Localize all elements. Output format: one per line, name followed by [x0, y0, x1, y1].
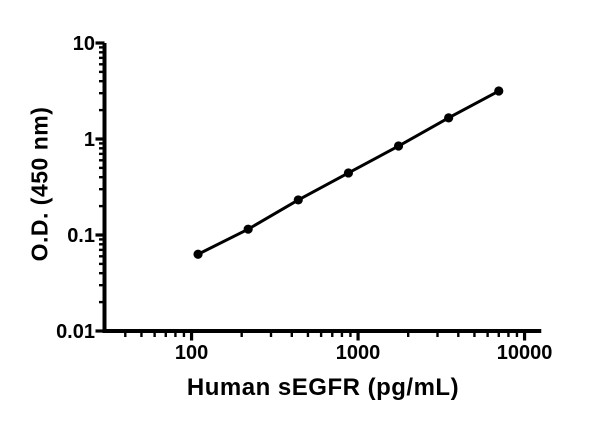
- y-tick-label: 10: [73, 33, 95, 55]
- data-point: [193, 249, 203, 259]
- y-tick-label: 0.1: [67, 225, 95, 247]
- data-point: [393, 141, 404, 151]
- data-point: [444, 113, 454, 123]
- data-point: [494, 86, 504, 96]
- data-point: [243, 224, 253, 234]
- data-point: [343, 168, 354, 178]
- x-axis-title: Human sEGFR (pg/mL): [186, 374, 460, 401]
- y-tick-label: 1: [84, 129, 95, 151]
- y-tick-label: 0.01: [56, 321, 95, 343]
- x-tick-label: 1000: [336, 342, 381, 364]
- data-point: [293, 195, 303, 205]
- x-tick-label: 10000: [497, 342, 553, 364]
- x-tick-label: 100: [175, 342, 208, 364]
- y-axis-title: O.D. (450 nm): [26, 106, 53, 262]
